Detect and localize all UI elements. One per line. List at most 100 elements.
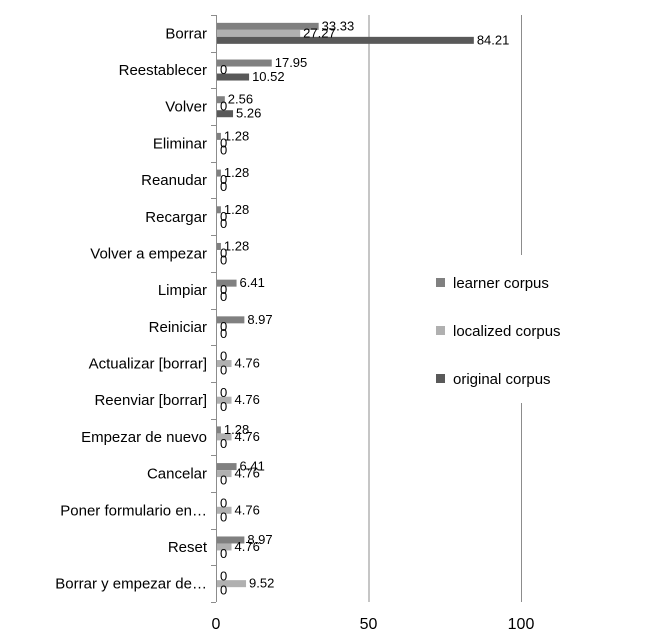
legend-label: localized corpus: [453, 323, 561, 340]
bar: [217, 506, 232, 514]
value-label: 27.27: [303, 25, 336, 40]
value-label: 8.97: [247, 312, 272, 327]
bar: [217, 360, 232, 368]
legend-swatch: [436, 278, 445, 287]
value-label: 0: [220, 326, 227, 341]
value-label: 0: [220, 509, 227, 524]
value-label: 0: [220, 495, 227, 510]
value-label: 1.28: [224, 202, 249, 217]
bar: [217, 470, 232, 478]
bar: [217, 169, 221, 177]
bar: [217, 316, 245, 324]
bars: [217, 22, 474, 588]
legend-swatch: [436, 326, 445, 335]
value-label: 1.28: [224, 422, 249, 437]
value-label: 10.52: [252, 69, 285, 84]
value-label: 0: [220, 399, 227, 414]
category-label: Actualizar [borrar]: [89, 356, 207, 373]
value-label: 1.28: [224, 128, 249, 143]
legend-swatch: [436, 374, 445, 383]
bar: [217, 242, 221, 250]
category-label: Reanudar: [141, 172, 207, 189]
value-label: 2.56: [228, 92, 253, 107]
value-label: 8.97: [247, 532, 272, 547]
category-label: Limpiar: [158, 282, 207, 299]
value-label: 0: [220, 62, 227, 77]
category-label: Reestablecer: [119, 62, 207, 79]
legend-label: original corpus: [453, 371, 551, 388]
value-label: 0: [220, 569, 227, 584]
value-label: 17.95: [275, 55, 308, 70]
value-label: 0: [220, 252, 227, 267]
x-tick-label: 50: [360, 616, 378, 632]
value-label: 33.33: [322, 18, 355, 33]
bar: [217, 536, 245, 544]
category-label: Eliminar: [153, 135, 207, 152]
bar: [217, 426, 221, 434]
value-label: 4.76: [235, 539, 260, 554]
value-label: 0: [220, 436, 227, 451]
bar: [217, 110, 234, 118]
bar: [217, 279, 237, 287]
value-label: 0: [220, 216, 227, 231]
value-label: 0: [220, 583, 227, 598]
bar: [217, 396, 232, 404]
legend-label: learner corpus: [453, 275, 549, 292]
value-label: 0: [220, 363, 227, 378]
category-label: Borrar: [165, 25, 207, 42]
legend-background: [426, 255, 604, 403]
category-label: Cancelar: [147, 466, 207, 483]
bar: [217, 73, 250, 81]
category-labels: Borrar Reestablecer Volver Eliminar Reanudar…: [55, 25, 208, 592]
category-label: Reenviar [borrar]: [94, 392, 207, 409]
bar: [217, 543, 232, 551]
x-axis: 0 50 100: [212, 616, 535, 632]
value-label: 0: [220, 135, 227, 150]
value-label: 0: [220, 142, 227, 157]
category-label: Reiniciar: [149, 319, 207, 336]
value-label: 1.28: [224, 238, 249, 253]
value-label: 6.41: [240, 275, 265, 290]
category-label: Recargar: [145, 209, 207, 226]
value-label: 0: [220, 319, 227, 334]
bar: [217, 36, 474, 44]
bar: [217, 96, 225, 104]
bar: [217, 22, 319, 30]
bar: [217, 132, 221, 140]
value-label: 4.76: [235, 502, 260, 517]
value-label: 0: [220, 282, 227, 297]
value-label: 0: [220, 349, 227, 364]
value-label: 0: [220, 209, 227, 224]
category-label: Poner formulario en…: [60, 502, 207, 519]
bar: [217, 433, 232, 441]
value-label: 0: [220, 473, 227, 488]
value-label: 0: [220, 179, 227, 194]
legend: learner corpus localized corpus original c…: [426, 255, 604, 403]
value-label: 0: [220, 245, 227, 260]
x-tick-label: 0: [212, 616, 221, 632]
value-label: 0: [220, 99, 227, 114]
value-label: 1.28: [224, 165, 249, 180]
bar: [217, 206, 221, 214]
category-label: Reset: [168, 539, 208, 556]
category-label: Borrar y empezar de…: [55, 576, 207, 593]
value-label: 4.76: [235, 429, 260, 444]
bar: [217, 580, 247, 588]
value-label: 4.76: [235, 466, 260, 481]
category-label: Volver: [165, 99, 207, 116]
category-label: Volver a empezar: [90, 245, 207, 262]
value-label: 0: [220, 172, 227, 187]
bar: [217, 463, 237, 471]
bar: [217, 59, 272, 67]
value-label: 4.76: [235, 356, 260, 371]
value-label: 5.26: [236, 106, 261, 121]
bar: [217, 29, 301, 37]
value-label: 4.76: [235, 392, 260, 407]
value-label: 84.21: [477, 32, 510, 47]
x-tick-label: 100: [508, 616, 535, 632]
value-label: 0: [220, 385, 227, 400]
value-label: 9.52: [249, 576, 274, 591]
value-label: 6.41: [240, 459, 265, 474]
